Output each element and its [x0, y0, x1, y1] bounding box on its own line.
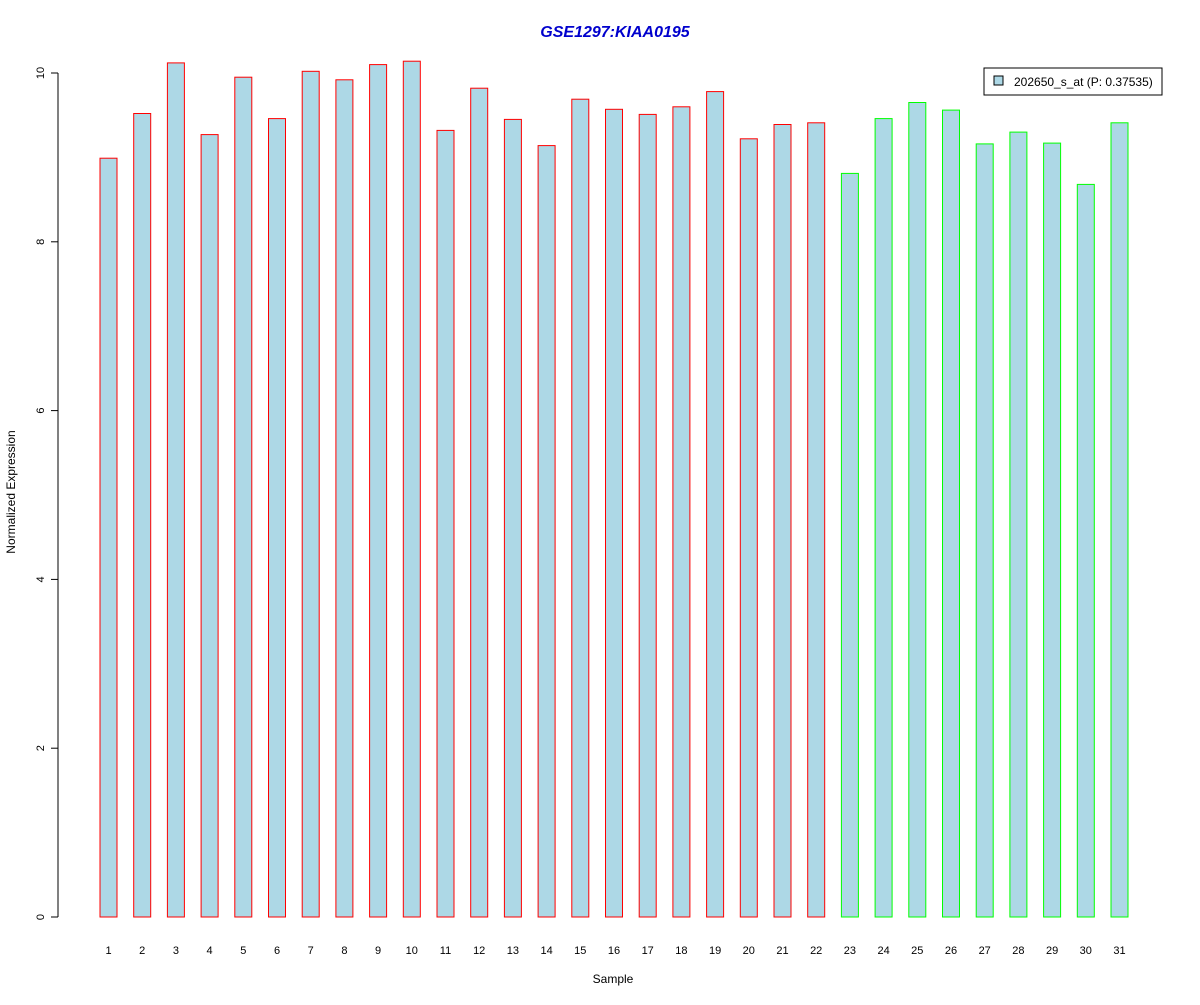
bar-sample-13 [503, 118, 522, 918]
bar-sample-30 [1076, 183, 1095, 918]
x-tick-label: 30 [1080, 945, 1092, 957]
bar-sample-18 [672, 106, 691, 918]
bar-sample-3 [166, 62, 185, 918]
x-tick-label: 7 [308, 945, 314, 957]
bar-sample-31 [1110, 122, 1129, 918]
bar-sample-29 [1043, 142, 1062, 918]
bar-sample-19 [706, 91, 725, 918]
legend-swatch [993, 75, 1004, 86]
x-tick-label: 28 [1012, 945, 1024, 957]
x-tick-label: 13 [507, 945, 519, 957]
bar-sample-24 [874, 118, 893, 918]
bar-sample-22 [807, 122, 826, 918]
y-tick-label: 6 [35, 408, 47, 414]
legend-box [983, 67, 1163, 96]
y-tick-label: 8 [35, 239, 47, 245]
x-tick-label: 5 [240, 945, 246, 957]
bar-sample-15 [571, 98, 590, 918]
x-tick-label: 10 [406, 945, 418, 957]
x-tick-label: 29 [1046, 945, 1058, 957]
x-tick-label: 27 [979, 945, 991, 957]
x-tick-label: 9 [375, 945, 381, 957]
x-tick-label: 25 [911, 945, 923, 957]
bar-sample-12 [470, 87, 489, 918]
x-tick-label: 15 [574, 945, 586, 957]
bar-sample-4 [200, 134, 219, 918]
bar-sample-7 [301, 70, 320, 918]
legend: 202650_s_at (P: 0.37535) [983, 67, 1163, 96]
x-tick-label: 14 [540, 945, 552, 957]
bar-sample-21 [773, 124, 792, 918]
x-tick-label: 6 [274, 945, 280, 957]
bar-sample-20 [739, 138, 758, 918]
bar-sample-8 [335, 79, 354, 918]
x-tick-label: 4 [207, 945, 213, 957]
x-tick-label: 23 [844, 945, 856, 957]
y-axis: 0 2 4 6 8 10 [35, 67, 59, 920]
x-tick-label: 11 [440, 945, 451, 957]
bar-sample-9 [369, 64, 388, 918]
bar-sample-16 [605, 108, 623, 918]
bar-sample-11 [436, 129, 455, 918]
x-tick-label: 26 [945, 945, 957, 957]
bar-sample-27 [975, 143, 994, 918]
x-tick-label: 2 [139, 945, 145, 957]
chart-title: GSE1297:KIAA0195 [540, 24, 691, 41]
x-tick-label: 20 [743, 945, 755, 957]
x-tick-label: 1 [105, 945, 111, 957]
x-tick-label: 31 [1113, 945, 1125, 957]
bar-sample-23 [840, 172, 859, 918]
bar-sample-17 [638, 113, 657, 918]
y-tick-label: 10 [35, 67, 47, 79]
y-tick-label: 0 [35, 914, 47, 920]
y-tick-label: 4 [35, 576, 47, 582]
bars [99, 60, 1129, 918]
x-tick-label: 3 [173, 945, 179, 957]
x-tick-label: 8 [341, 945, 347, 957]
x-tick-labels: 1 2 3 4 5 6 7 8 9 10 11 12 13 14 15 16 17 18 19 20 21 22 23 24 2… [105, 945, 1125, 957]
x-tick-label: 17 [642, 945, 654, 957]
bar-sample-10 [402, 60, 421, 918]
x-tick-label: 22 [810, 945, 822, 957]
bar-sample-26 [942, 109, 960, 918]
x-tick-label: 12 [473, 945, 485, 957]
bar-sample-28 [1009, 131, 1028, 918]
x-tick-label: 24 [877, 945, 889, 957]
bar-sample-2 [133, 113, 152, 918]
x-tick-label: 16 [608, 945, 620, 957]
x-tick-label: 18 [675, 945, 687, 957]
bar-sample-14 [537, 145, 556, 918]
legend-label: 202650_s_at (P: 0.37535) [1014, 75, 1153, 89]
y-axis-label: Normalized Expression [4, 430, 18, 553]
x-tick-label: 19 [709, 945, 721, 957]
y-tick-label: 2 [35, 745, 47, 751]
bar-sample-25 [908, 102, 927, 918]
bar-sample-5 [234, 76, 253, 918]
x-tick-label: 21 [776, 945, 788, 957]
x-axis-label: Sample [593, 972, 634, 986]
bar-sample-1 [99, 157, 118, 918]
bar-sample-6 [268, 118, 286, 918]
